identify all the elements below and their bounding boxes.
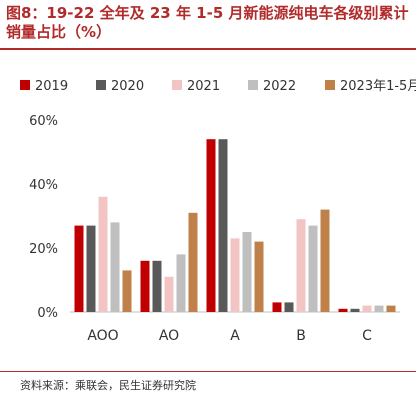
- legend-label-1: 2020: [111, 79, 144, 94]
- bar-AO-2020: [152, 260, 162, 312]
- bar-B-2020: [284, 302, 294, 312]
- bar-A-2020: [218, 139, 228, 312]
- bar-B-2023年1-5月: [320, 209, 330, 312]
- x-tick-label-2: A: [230, 328, 240, 344]
- x-tick-label-4: C: [362, 328, 372, 344]
- bar-AOO-2023年1-5月: [122, 270, 132, 312]
- bar-B-2021: [296, 219, 306, 312]
- legend-label-2: 2021: [187, 79, 220, 94]
- bar-A-2023年1-5月: [254, 241, 264, 312]
- legend-swatch-1: [96, 80, 106, 90]
- bar-C-2020: [350, 308, 360, 312]
- bar-AO-2019: [140, 260, 150, 312]
- x-tick-label-3: B: [296, 328, 306, 344]
- legend-swatch-3: [248, 80, 258, 90]
- y-tick-label-3: 60%: [29, 114, 58, 129]
- x-tick-label-0: AOO: [87, 328, 118, 344]
- legend-swatch-0: [20, 80, 30, 90]
- legend-label-3: 2022: [263, 79, 296, 94]
- x-tick-label-1: AO: [159, 328, 179, 344]
- bar-B-2022: [308, 225, 318, 312]
- legend-swatch-2: [172, 80, 182, 90]
- source-note: 资料来源：乘联会，民生证券研究院: [20, 379, 196, 392]
- bar-chart: 2019 2020 2021 2022 2023年1-5月 0% 20% 40% 60% AOO A…: [20, 79, 416, 344]
- bar-B-2019: [272, 302, 282, 312]
- legend-label-4: 2023年1-5月: [340, 79, 416, 94]
- bar-C-2021: [362, 305, 372, 312]
- title-divider: [0, 48, 416, 50]
- y-tick-label-2: 40%: [29, 178, 58, 193]
- title-bar: 图8：19-22 全年及 23 年 1-5 月新能源纯电车各级别累计销量占比（%…: [0, 0, 416, 46]
- bar-A-2019: [206, 139, 216, 312]
- bar-AOO-2019: [74, 225, 84, 312]
- bar-AO-2022: [176, 254, 186, 312]
- bar-C-2022: [374, 305, 384, 312]
- bar-AO-2021: [164, 276, 174, 312]
- bar-AOO-2020: [86, 225, 96, 312]
- legend-swatch-4: [325, 80, 335, 90]
- bar-C-2019: [338, 308, 348, 312]
- bar-C-2023年1-5月: [386, 305, 396, 312]
- page-title: 图8：19-22 全年及 23 年 1-5 月新能源纯电车各级别累计销量占比（%…: [6, 4, 409, 41]
- y-tick-label-1: 20%: [29, 242, 58, 257]
- bar-A-2022: [242, 232, 252, 312]
- footer-divider: [0, 371, 416, 372]
- bar-AOO-2022: [110, 222, 120, 312]
- bar-AOO-2021: [98, 196, 108, 312]
- y-tick-label-0: 0%: [37, 306, 58, 321]
- legend-label-0: 2019: [35, 79, 68, 94]
- bar-A-2021: [230, 238, 240, 312]
- bar-AO-2023年1-5月: [188, 212, 198, 312]
